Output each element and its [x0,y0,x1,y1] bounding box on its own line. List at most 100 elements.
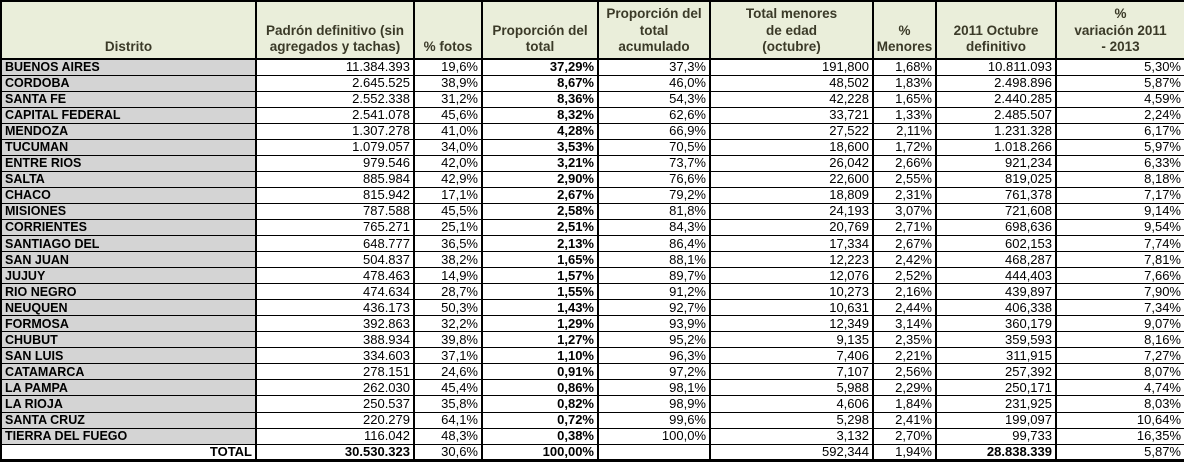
cell-pct-variacion: 5,30% [1055,58,1184,76]
cell-2011-octubre: 698,636 [935,218,1057,237]
cell-total-menores: 4,606 [709,395,874,413]
table-row: SANTA CRUZ 220.279 64,1% 0,72% 99,6% 5,298 2,4… [0,411,1184,429]
cell-pct-menores: 3,14% [872,315,937,333]
cell-pct-menores: 2,70% [872,427,937,445]
cell-proporcion-total: 8,32% [481,106,599,124]
cell-total-menores: 5,298 [709,411,874,429]
cell-proporcion-acumulada: 100,0% [597,427,711,445]
cell-proporcion-total: 3,53% [481,138,599,156]
cell-pct-fotos: 19,6% [413,58,483,76]
cell-pct-fotos: 24,6% [413,363,483,381]
cell-pct-fotos: 38,2% [413,251,483,269]
cell-pct-menores: 1,83% [872,74,937,92]
cell-distrito: CORDOBA [0,74,257,92]
cell-pct-fotos: 45,5% [413,202,483,220]
table-row: NEUQUEN 436.173 50,3% 1,43% 92,7% 10,631 2,44%… [0,299,1184,317]
cell-2011-octubre: 2.485.507 [935,106,1057,124]
table-row: TUCUMAN 1.079.057 34,0% 3,53% 70,5% 18,600 1,7… [0,138,1184,156]
table-header: Distrito Padrón definitivo (sin agregados… [0,0,1184,60]
cell-pct-fotos: 14,9% [413,267,483,285]
cell-proporcion-acumulada: 89,7% [597,267,711,285]
table-row: CHUBUT 388.934 39,8% 1,27% 95,2% 9,135 2,35% 35… [0,331,1184,349]
cell-distrito: SANTA FE [0,90,257,108]
cell-pct-fotos: 45,6% [413,106,483,124]
cell-2011-octubre: 359,593 [935,331,1057,349]
col-header-proporcion-total: Proporción del total [481,0,599,60]
cell-pct-menores: 2,56% [872,363,937,381]
cell-proporcion-total: 2,90% [481,170,599,188]
cell-distrito: MISIONES [0,202,257,220]
cell-padron-definitivo: 11.384.393 [255,58,415,76]
cell-pct-variacion: 7,90% [1055,283,1184,301]
cell-proporcion-total: 0,91% [481,363,599,381]
cell-pct-menores: 1,72% [872,138,937,156]
total-cell-2011-octubre: 28.838.339 [935,443,1057,462]
cell-proporcion-total: 8,67% [481,74,599,92]
cell-padron-definitivo: 388.934 [255,331,415,349]
col-header-total-menores: Total menores de edad (octubre) [709,0,874,60]
cell-pct-variacion: 9,07% [1055,315,1184,333]
table-row: SANTA FE 2.552.338 31,2% 8,36% 54,3% 42,228 1,… [0,90,1184,108]
total-cell-distrito: TOTAL [0,443,257,462]
cell-2011-octubre: 360,179 [935,315,1057,333]
cell-pct-menores: 2,35% [872,331,937,349]
cell-pct-fotos: 17,1% [413,186,483,204]
cell-pct-variacion: 6,33% [1055,154,1184,172]
cell-total-menores: 27,522 [709,122,874,140]
cell-pct-menores: 2,41% [872,411,937,429]
cell-distrito: JUJUY [0,267,257,285]
cell-pct-variacion: 7,74% [1055,235,1184,253]
cell-padron-definitivo: 278.151 [255,363,415,381]
cell-pct-variacion: 16,35% [1055,427,1184,445]
cell-padron-definitivo: 436.173 [255,299,415,317]
cell-pct-menores: 2,67% [872,235,937,253]
col-header-pct-menores: % Menores [872,0,937,60]
table-row: ENTRE RIOS 979.546 42,0% 3,21% 73,7% 26,042 2,… [0,154,1184,172]
cell-total-menores: 17,334 [709,235,874,253]
cell-proporcion-total: 3,21% [481,154,599,172]
cell-proporcion-total: 2,51% [481,218,599,237]
cell-padron-definitivo: 504.837 [255,251,415,269]
cell-pct-variacion: 8,07% [1055,363,1184,381]
cell-proporcion-acumulada: 91,2% [597,283,711,301]
cell-proporcion-acumulada: 98,9% [597,395,711,413]
cell-proporcion-total: 2,13% [481,235,599,253]
cell-distrito: TUCUMAN [0,138,257,156]
cell-padron-definitivo: 334.603 [255,347,415,365]
total-cell-pct-variacion: 5,87% [1055,443,1184,462]
cell-total-menores: 42,228 [709,90,874,108]
cell-pct-menores: 2,31% [872,186,937,204]
table-row: CAPITAL FEDERAL 2.541.078 45,6% 8,32% 62,6% 3… [0,106,1184,124]
cell-2011-octubre: 439,897 [935,283,1057,301]
cell-pct-variacion: 2,24% [1055,106,1184,124]
table-row: CHACO 815.942 17,1% 2,67% 79,2% 18,809 2,31% 76… [0,186,1184,204]
cell-2011-octubre: 311,915 [935,347,1057,365]
table-row: MENDOZA 1.307.278 41,0% 4,28% 66,9% 27,522 2,1… [0,122,1184,140]
cell-padron-definitivo: 765.271 [255,218,415,237]
cell-proporcion-acumulada: 86,4% [597,235,711,253]
cell-proporcion-acumulada: 96,3% [597,347,711,365]
table-body: BUENOS AIRES 11.384.393 19,6% 37,29% 37,3% 19… [0,58,1184,462]
table-row: BUENOS AIRES 11.384.393 19,6% 37,29% 37,3% 19… [0,58,1184,76]
table-row: CATAMARCA 278.151 24,6% 0,91% 97,2% 7,107 2,56… [0,363,1184,381]
cell-total-menores: 10,631 [709,299,874,317]
cell-distrito: SANTA CRUZ [0,411,257,429]
cell-padron-definitivo: 474.634 [255,283,415,301]
total-cell-proporcion-acumulada [597,443,711,462]
cell-total-menores: 18,809 [709,186,874,204]
cell-2011-octubre: 199,097 [935,411,1057,429]
cell-pct-fotos: 36,5% [413,235,483,253]
cell-pct-fotos: 48,3% [413,427,483,445]
cell-proporcion-acumulada: 81,8% [597,202,711,220]
cell-2011-octubre: 921,234 [935,154,1057,172]
cell-pct-fotos: 39,8% [413,331,483,349]
cell-2011-octubre: 602,153 [935,235,1057,253]
cell-proporcion-total: 0,72% [481,411,599,429]
cell-proporcion-acumulada: 46,0% [597,74,711,92]
table-row: CORRIENTES 765.271 25,1% 2,51% 84,3% 20,769 2,… [0,218,1184,237]
col-header-pct-variacion: % variación 2011 - 2013 [1055,0,1184,60]
cell-padron-definitivo: 979.546 [255,154,415,172]
cell-distrito: TIERRA DEL FUEGO [0,427,257,445]
cell-distrito: CHUBUT [0,331,257,349]
cell-total-menores: 191,800 [709,58,874,76]
